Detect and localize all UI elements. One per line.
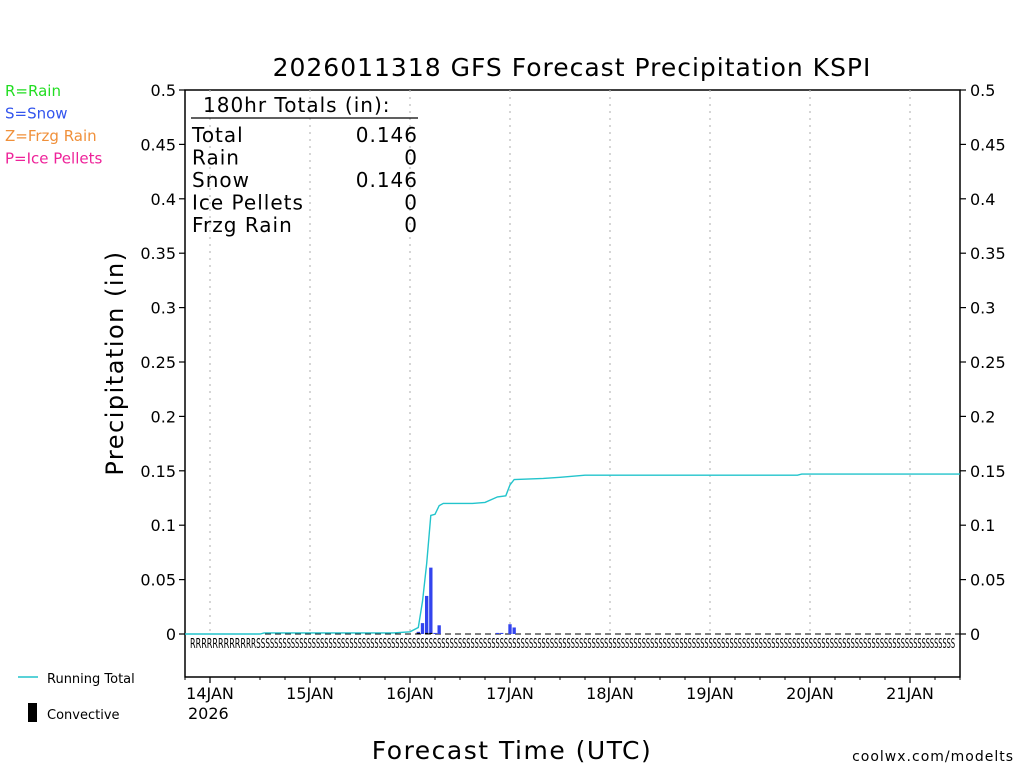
ptype-snow-marks: SSSSSSSSSSSSSSSSSSSSSSSSSSSSSSSSSSSSSSSS… xyxy=(270,637,955,652)
credit-text: coolwx.com/modelts xyxy=(852,749,1014,765)
x-tick-label: 14JAN xyxy=(186,684,234,703)
y-tick-label-left: 0.3 xyxy=(151,299,176,318)
y-axis-left: 0 0.05 0.1 0.15 0.2 0.25 0.3 0.35 0.4 0.45 0.5 xyxy=(140,81,185,644)
totals-row-label: Ice Pellets xyxy=(192,191,304,215)
y-tick-label-right: 0.45 xyxy=(970,135,1006,154)
snow-bar xyxy=(512,627,516,634)
x-tick-label: 17JAN xyxy=(486,684,534,703)
snow-bar xyxy=(425,595,429,634)
totals-row-value: 0 xyxy=(404,213,418,237)
convective-bar xyxy=(416,632,420,634)
ptype-legend: R=Rain S=Snow Z=Frzg Rain P=Ice Pellets xyxy=(5,82,102,168)
totals-row-value: 0.146 xyxy=(356,123,418,147)
legend-convective-swatch xyxy=(28,703,37,722)
y-tick-label-left: 0.2 xyxy=(151,407,176,426)
y-tick-label-right: 0.25 xyxy=(970,353,1006,372)
y-tick-label-right: 0.3 xyxy=(970,299,995,318)
y-tick-label-right: 0.2 xyxy=(970,407,995,426)
x-tick-label: 18JAN xyxy=(586,684,634,703)
ptype-mixed-marks: RRSSS xyxy=(246,637,270,652)
precip-bars xyxy=(416,567,516,634)
y-tick-label-left: 0.4 xyxy=(151,190,176,209)
plot-frame xyxy=(184,89,961,678)
snow-bar xyxy=(429,567,433,634)
y-axis-right: 0 0.05 0.1 0.15 0.2 0.25 0.3 0.35 0.4 0.45 0.5 xyxy=(960,81,1006,644)
totals-rows: Total 0.146 Rain 0 Snow 0.146 Ice Pellets 0 Frzg… xyxy=(191,123,418,237)
legend-convective-label: Convective xyxy=(47,708,120,723)
snow-bar xyxy=(508,624,512,634)
y-tick-label-left: 0.35 xyxy=(140,244,176,263)
convective-bar xyxy=(429,632,433,634)
ptype-legend-item: S=Snow xyxy=(5,105,68,123)
y-tick-label-left: 0 xyxy=(166,625,176,644)
y-tick-label-left: 0.1 xyxy=(151,516,176,535)
x-tick-label: 15JAN xyxy=(286,684,334,703)
totals-row-label: Snow xyxy=(192,168,250,192)
x-tick-label: 19JAN xyxy=(686,684,734,703)
vertical-gridlines xyxy=(209,90,911,634)
y-tick-label-left: 0.25 xyxy=(140,353,176,372)
totals-row-label: Total xyxy=(191,123,244,147)
y-tick-label-right: 0.35 xyxy=(970,244,1006,263)
snow-bar xyxy=(495,632,500,634)
y-axis-title: Precipitation (in) xyxy=(101,250,129,475)
y-tick-label-left: 0.5 xyxy=(151,81,176,100)
y-tick-label-left: 0.15 xyxy=(140,462,176,481)
totals-row-label: Frzg Rain xyxy=(192,213,293,237)
y-tick-label-right: 0.05 xyxy=(970,571,1006,590)
ptype-legend-item: P=Ice Pellets xyxy=(5,150,102,168)
running-total-line xyxy=(185,473,960,635)
snow-bar xyxy=(437,625,441,634)
snow-bar xyxy=(433,632,437,634)
series-legend: Running Total Convective xyxy=(18,672,135,723)
x-tick-sublabel: 2026 xyxy=(188,704,229,723)
ptype-strip: RRRRRRRRRR RRSSS SSSSSSSSSSSSSSSSSSSSSSS… xyxy=(190,637,955,652)
totals-box: 180hr Totals (in): Total 0.146 Rain 0 Snow 0.… xyxy=(191,93,418,237)
y-tick-label-left: 0.05 xyxy=(140,571,176,590)
y-tick-label-right: 0 xyxy=(970,625,980,644)
ptype-rain-marks: RRRRRRRRRR xyxy=(190,637,246,652)
snow-bar xyxy=(420,623,425,634)
y-tick-label-right: 0.4 xyxy=(970,190,995,209)
totals-row-value: 0 xyxy=(404,191,418,215)
chart-title: 2026011318 GFS Forecast Precipitation KS… xyxy=(273,53,872,82)
y-tick-label-left: 0.45 xyxy=(140,135,176,154)
snow-bar xyxy=(500,632,504,634)
totals-heading: 180hr Totals (in): xyxy=(203,93,391,117)
y-tick-label-right: 0.1 xyxy=(970,516,995,535)
ptype-legend-item: R=Rain xyxy=(5,82,61,100)
ptype-legend-item: Z=Frzg Rain xyxy=(5,127,97,145)
legend-running-total-label: Running Total xyxy=(47,672,135,687)
x-tick-label: 16JAN xyxy=(386,684,434,703)
y-tick-label-right: 0.15 xyxy=(970,462,1006,481)
y-tick-label-right: 0.5 xyxy=(970,81,995,100)
totals-row-value: 0.146 xyxy=(356,168,418,192)
convective-bar xyxy=(425,632,429,634)
totals-row-value: 0 xyxy=(404,146,418,170)
x-tick-label: 20JAN xyxy=(786,684,834,703)
x-tick-label: 21JAN xyxy=(886,684,934,703)
x-axis-title: Forecast Time (UTC) xyxy=(372,736,652,765)
totals-row-label: Rain xyxy=(192,146,240,170)
